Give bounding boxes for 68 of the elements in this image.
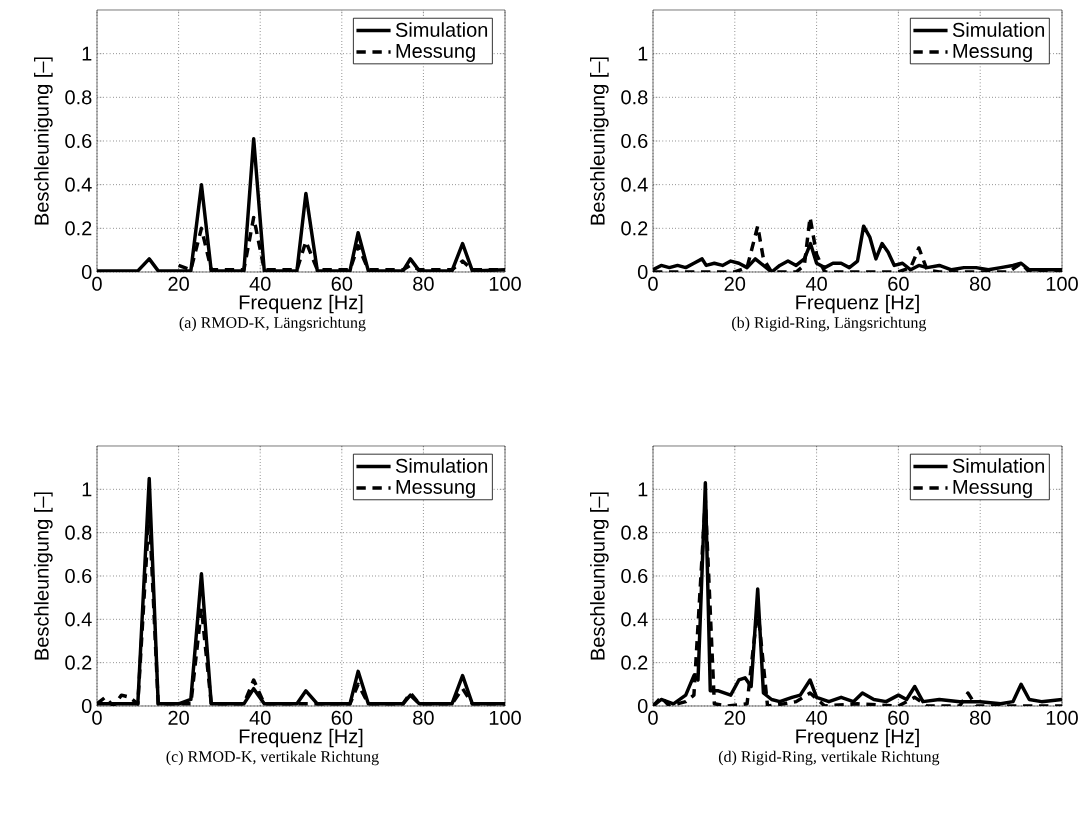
- x-axis-title: Frequenz [Hz]: [796, 294, 919, 314]
- y-axis-title: Beschleunigung [–]: [590, 492, 609, 660]
- x-tick-label: 40: [805, 276, 827, 291]
- x-axis-title: Frequenz [Hz]: [796, 728, 919, 748]
- x-tick-label: 0: [648, 276, 658, 291]
- legend-label: Simulation: [395, 458, 488, 473]
- x-tick-label: 20: [724, 710, 746, 725]
- y-tick-label: 0.8: [621, 90, 648, 105]
- y-tick-label: 0.4: [65, 612, 92, 627]
- x-tick-label: 80: [969, 710, 991, 725]
- x-tick-label: 100: [1046, 276, 1078, 291]
- x-tick-label: 0: [92, 710, 102, 725]
- legend-label: Simulation: [395, 22, 488, 37]
- x-tick-label: 60: [888, 276, 909, 291]
- x-tick-label: 80: [413, 276, 434, 291]
- x-tick-label: 100: [1046, 710, 1078, 725]
- y-tick-label: 0.6: [621, 568, 648, 584]
- y-tick-label: 1: [638, 46, 648, 61]
- text: (d) Rigid-Ring, vertikale Richtung: [718, 750, 940, 766]
- y-tick-label: 0: [81, 698, 92, 714]
- y-tick-label: 0: [81, 264, 92, 280]
- y-tick-label: 0.6: [65, 568, 92, 584]
- x-tick-label: 40: [249, 710, 271, 725]
- y-tick-label: 0.2: [65, 221, 92, 236]
- y-tick-label: 0.8: [65, 525, 92, 540]
- y-tick-label: 0.4: [621, 177, 648, 192]
- x-tick-label: 0: [92, 276, 102, 291]
- y-tick-label: 1: [638, 482, 648, 497]
- x-tick-label: 40: [805, 710, 827, 725]
- y-tick-label: 0: [637, 698, 648, 714]
- y-tick-label: 0.6: [621, 133, 648, 149]
- x-axis-title: Frequenz [Hz]: [239, 294, 363, 314]
- legend-label: Simulation: [952, 458, 1045, 473]
- y-tick-label: 0.2: [65, 655, 92, 670]
- y-tick-label: 0.4: [65, 177, 92, 192]
- text: (c) RMOD-K, vertikale Richtung: [166, 750, 379, 766]
- legend-label: Messung: [953, 480, 1032, 498]
- legend-label: Simulation: [952, 22, 1045, 37]
- y-axis-title: Beschleunigung [–]: [34, 492, 53, 660]
- x-axis-title: Frequenz [Hz]: [239, 728, 363, 748]
- y-tick-label: 0: [637, 264, 648, 280]
- x-tick-label: 20: [168, 710, 189, 725]
- text: (a) RMOD-K, Längsrichtung: [179, 316, 366, 332]
- x-tick-label: 80: [413, 710, 434, 725]
- x-tick-label: 60: [331, 276, 353, 291]
- y-axis-title: Beschleunigung [–]: [590, 57, 609, 225]
- x-tick-label: 0: [648, 710, 658, 725]
- x-tick-label: 80: [969, 276, 991, 291]
- y-tick-label: 0.8: [65, 90, 92, 105]
- y-tick-label: 0.4: [621, 612, 648, 627]
- y-tick-label: 0.6: [65, 133, 92, 149]
- y-tick-label: 0.2: [621, 655, 648, 670]
- x-tick-label: 100: [489, 710, 521, 725]
- y-tick-label: 0.8: [621, 525, 648, 540]
- y-axis-title: Beschleunigung [–]: [34, 57, 53, 225]
- y-tick-label: 1: [82, 482, 92, 497]
- legend-label: Messung: [396, 44, 475, 62]
- text: (b) Rigid-Ring, Längsrichtung: [732, 316, 927, 332]
- x-tick-label: 20: [168, 276, 189, 291]
- legend-label: Messung: [953, 44, 1032, 62]
- legend-label: Messung: [396, 480, 475, 498]
- x-tick-label: 60: [888, 710, 909, 725]
- x-tick-label: 40: [249, 276, 271, 291]
- x-tick-label: 60: [331, 710, 353, 725]
- y-tick-label: 0.2: [621, 221, 648, 236]
- y-tick-label: 1: [82, 46, 92, 61]
- x-tick-label: 100: [489, 276, 521, 291]
- x-tick-label: 20: [724, 276, 746, 291]
